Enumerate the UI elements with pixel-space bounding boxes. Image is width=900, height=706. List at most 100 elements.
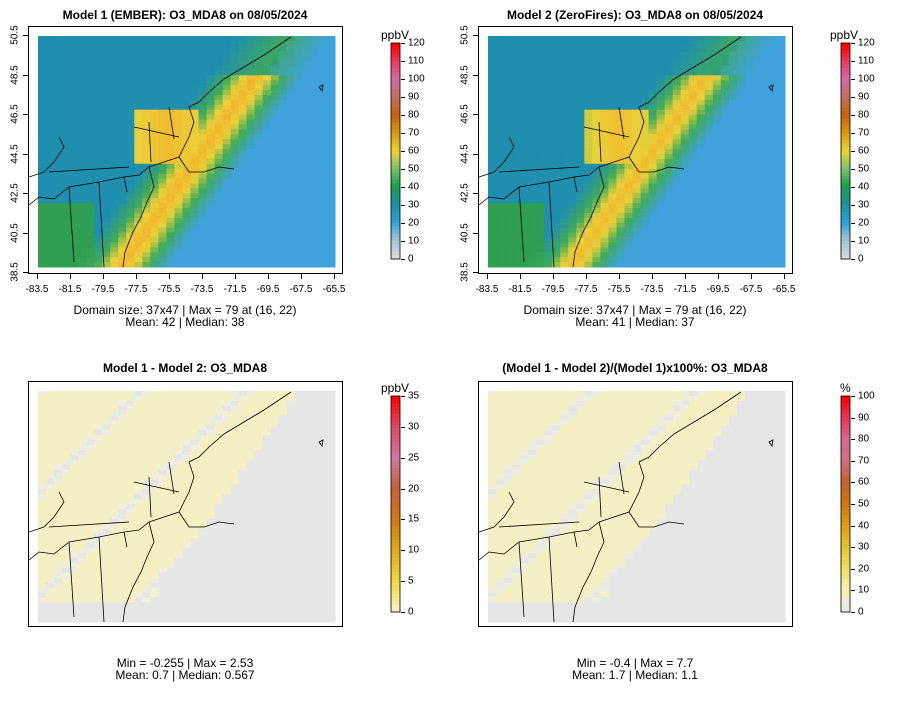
colorbar-tick-label: 20: [408, 217, 420, 229]
caption-line-1: Domain size: 37x47 | Max = 79 at (16, 22…: [523, 303, 747, 317]
colorbar-tick: [851, 187, 855, 188]
colorbar-tick-label: 100: [858, 73, 875, 85]
colorbar-tick: [851, 547, 855, 549]
colorbar-tick: [401, 241, 405, 242]
colorbar: [390, 42, 401, 260]
panel-title: (Model 1 - Model 2)/(Model 1)x100%: O3_M…: [502, 361, 768, 375]
x-tick: [301, 274, 302, 279]
colorbar: [840, 395, 851, 613]
x-tick: [784, 274, 785, 279]
x-tick: [586, 274, 587, 279]
x-tick-label: -77.5: [124, 284, 148, 295]
y-tick-label: 46.5: [9, 104, 21, 124]
x-tick-label: -79.5: [541, 284, 565, 295]
x-tick-label: -81.5: [58, 284, 82, 295]
x-tick: [619, 274, 620, 279]
colorbar-tick: [851, 525, 855, 527]
x-tick: [334, 274, 335, 279]
colorbar-tick-label: 20: [858, 563, 870, 575]
colorbar-tick: [401, 115, 405, 116]
colorbar-tick: [851, 417, 855, 419]
y-tick-label: 44.5: [9, 143, 21, 164]
colorbar-tick: [851, 568, 855, 570]
colorbar-tick-label: 50: [858, 498, 870, 510]
colorbar-tick: [851, 151, 855, 152]
map-field: [479, 36, 786, 268]
x-tick-label: -77.5: [574, 284, 598, 295]
colorbar-tick-label: 80: [858, 109, 870, 121]
x-tick-label: -65.5: [322, 284, 346, 295]
colorbar-tick: [851, 612, 855, 613]
colorbar-tick-label: 25: [408, 452, 420, 464]
colorbar-tick: [851, 169, 855, 170]
colorbar-tick-label: 70: [858, 127, 870, 139]
y-tick: [23, 232, 28, 234]
colorbar-tick: [401, 488, 405, 490]
panel-title: Model 1 - Model 2: O3_MDA8: [102, 361, 268, 375]
panel-difference: Model 1 - Model 2: O3_MDA8 Min = -0.255 …: [0, 353, 450, 706]
x-tick: [169, 274, 170, 279]
colorbar-tick: [851, 504, 855, 505]
colorbar-tick: [401, 133, 405, 134]
colorbar-tick-label: 100: [408, 73, 425, 85]
map-frame: [478, 26, 793, 274]
colorbar-tick: [851, 205, 855, 206]
colorbar-tick-label: 5: [408, 575, 414, 587]
x-tick-label: -71.5: [223, 284, 247, 295]
colorbar-tick-label: 0: [858, 253, 864, 265]
panel-percent-difference: (Model 1 - Model 2)/(Model 1)x100%: O3_M…: [450, 353, 900, 706]
caption-line-2: Mean: 0.7 | Median: 0.567: [115, 668, 255, 682]
colorbar-tick-label: 90: [858, 91, 870, 103]
colorbar: [840, 42, 851, 260]
x-tick: [37, 274, 38, 279]
y-tick-label: 50.5: [459, 25, 471, 45]
y-tick-label: 40.5: [9, 222, 21, 243]
colorbar-tick: [851, 396, 855, 397]
colorbar-unit: ppbV: [381, 28, 410, 42]
colorbar-tick: [401, 550, 405, 552]
y-tick-label: 42.5: [459, 183, 471, 203]
colorbar-tick-label: 70: [408, 127, 420, 139]
map-frame: [28, 381, 343, 627]
x-tick-label: -69.5: [706, 284, 730, 295]
caption-line-2: Mean: 41 | Median: 37: [575, 315, 695, 329]
colorbar-tick-label: 30: [408, 199, 420, 211]
colorbar-tick-label: 30: [858, 199, 870, 211]
y-tick-label: 48.5: [459, 64, 471, 85]
colorbar-tick-label: 10: [858, 235, 870, 247]
colorbar-tick-label: 60: [858, 476, 870, 488]
colorbar-tick: [401, 97, 405, 98]
colorbar-tick: [401, 187, 405, 188]
x-tick-label: -71.5: [673, 284, 697, 295]
x-tick: [652, 274, 653, 279]
x-tick: [553, 274, 554, 279]
y-tick: [23, 272, 28, 273]
y-tick-label: 44.5: [459, 143, 471, 164]
colorbar-tick-label: 40: [858, 520, 870, 532]
colorbar-unit: %: [840, 381, 851, 395]
x-tick: [235, 274, 236, 279]
x-tick: [268, 274, 269, 279]
colorbar-tick: [851, 590, 855, 592]
colorbar-tick: [401, 79, 405, 80]
x-tick-label: -67.5: [739, 284, 763, 295]
y-tick: [23, 74, 28, 76]
y-tick: [473, 35, 478, 36]
map-field: [29, 36, 336, 268]
caption-line-1: Domain size: 37x47 | Max = 79 at (16, 22…: [73, 303, 297, 317]
colorbar-tick: [401, 223, 405, 224]
colorbar-tick-label: 10: [408, 235, 420, 247]
colorbar-tick-label: 0: [408, 253, 414, 265]
colorbar-tick-label: 100: [858, 390, 875, 402]
colorbar-tick: [401, 43, 405, 44]
colorbar-tick-label: 90: [858, 412, 870, 424]
y-tick: [473, 114, 478, 115]
colorbar-tick: [401, 396, 405, 397]
colorbar-tick-label: 80: [858, 433, 870, 445]
colorbar-tick-label: 20: [408, 483, 420, 495]
colorbar-tick-label: 40: [858, 181, 870, 193]
colorbar-tick-label: 30: [408, 421, 420, 433]
colorbar-tick: [401, 457, 405, 459]
x-tick: [103, 274, 104, 279]
colorbar-unit: ppbV: [830, 28, 859, 42]
